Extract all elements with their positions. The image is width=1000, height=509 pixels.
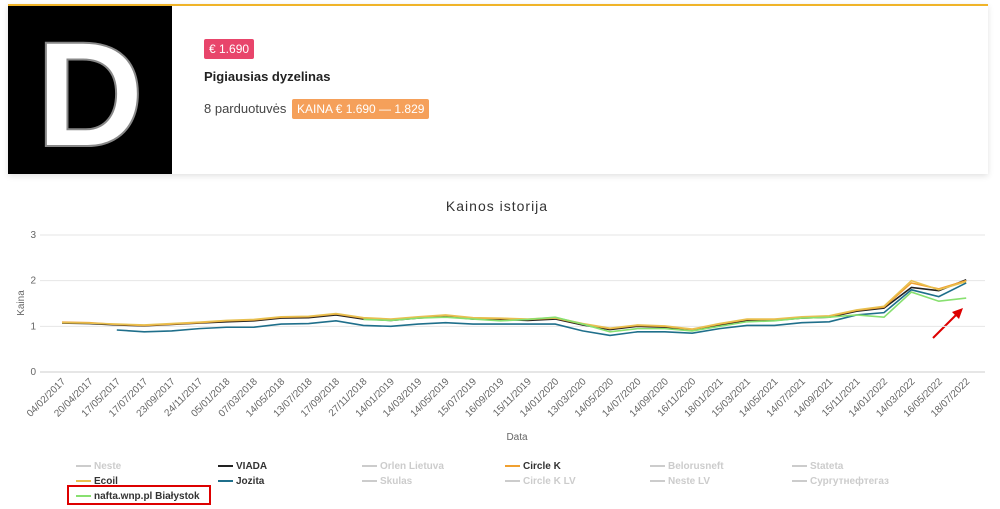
legend-label: Сургутнефтегаз	[810, 475, 889, 487]
price-badge: € 1.690	[204, 39, 255, 59]
legend-label: Circle K LV	[523, 476, 576, 487]
legend-label: Skulas	[380, 476, 413, 487]
y-tick-label: 1	[30, 321, 36, 332]
arrow-head	[952, 308, 963, 319]
series-line	[61, 279, 967, 330]
price-range-badge: KAINA € 1.690 — 1.829	[292, 99, 430, 119]
legend-label: Neste LV	[668, 476, 710, 487]
legend-label: VIADA	[236, 461, 267, 472]
arrow	[932, 312, 959, 339]
legend-label: Stateta	[810, 461, 844, 472]
y-tick-label: 0	[30, 367, 36, 378]
highlight-box	[67, 485, 211, 505]
y-tick-label: 3	[30, 230, 36, 241]
logo: D	[8, 6, 172, 179]
series-line	[116, 282, 967, 337]
legend-label: Ecoil	[94, 476, 118, 487]
legend-label: Jozita	[236, 476, 265, 487]
series-line	[363, 291, 967, 333]
legend-label: Orlen Lietuva	[380, 461, 444, 472]
product-title: Pigiausias dyzelinas	[204, 69, 331, 84]
y-axis-title: Kaina	[16, 290, 27, 316]
legend-label: nafta.wnp.pl Białystok	[94, 491, 200, 502]
logo-letter: D	[35, 9, 145, 179]
svg-text:D: D	[36, 10, 144, 174]
x-axis-title: Data	[506, 432, 528, 443]
legend-label: Circle K	[523, 461, 562, 472]
legend-label: Belorusneft	[668, 461, 724, 472]
product-card: D € 1.690 Pigiausias dyzelinas 8 parduot…	[8, 4, 988, 179]
y-tick-label: 2	[30, 276, 36, 287]
store-count: 8 parduotuvės	[204, 101, 287, 116]
chart-title: Kainos istorija	[446, 198, 548, 214]
legend-label: Neste	[94, 461, 122, 472]
